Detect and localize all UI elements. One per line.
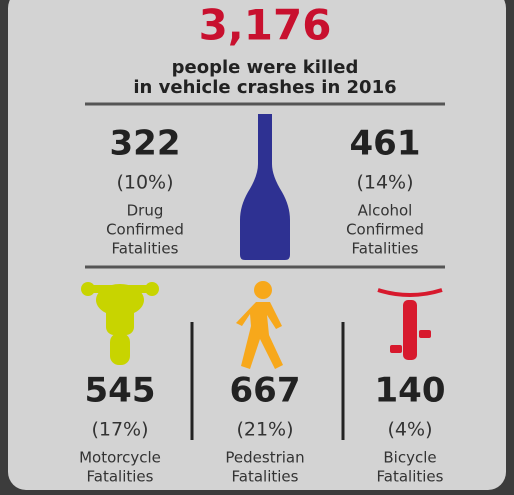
percent: (17%) — [91, 419, 148, 441]
label: Confirmed — [346, 221, 424, 239]
subtitle: people were killed — [172, 57, 359, 78]
label: Fatalities — [352, 240, 419, 258]
label: Confirmed — [106, 221, 184, 239]
label: Fatalities — [232, 468, 299, 486]
total: 3,176 — [199, 1, 332, 50]
label: Fatalities — [112, 240, 179, 258]
percent: (21%) — [236, 419, 293, 441]
motorcycle-icon — [81, 282, 159, 365]
percent: (10%) — [116, 172, 173, 194]
count: 322 — [110, 124, 181, 164]
label: Fatalities — [87, 468, 154, 486]
count: 667 — [230, 371, 301, 411]
label: Fatalities — [377, 468, 444, 486]
percent: (14%) — [356, 172, 413, 194]
count: 545 — [85, 371, 156, 411]
label: Motorcycle — [79, 449, 161, 467]
label: Bicycle — [383, 449, 436, 467]
subtitle: in vehicle crashes in 2016 — [133, 77, 396, 98]
percent: (4%) — [388, 419, 433, 441]
bicycle-icon — [377, 288, 443, 360]
label: Drug — [127, 202, 164, 220]
label: Pedestrian — [225, 449, 304, 467]
count: 461 — [350, 124, 421, 164]
count: 140 — [375, 371, 446, 411]
pedestrian-icon — [236, 281, 283, 369]
bottle-icon — [240, 114, 290, 260]
label: Alcohol — [358, 202, 413, 220]
